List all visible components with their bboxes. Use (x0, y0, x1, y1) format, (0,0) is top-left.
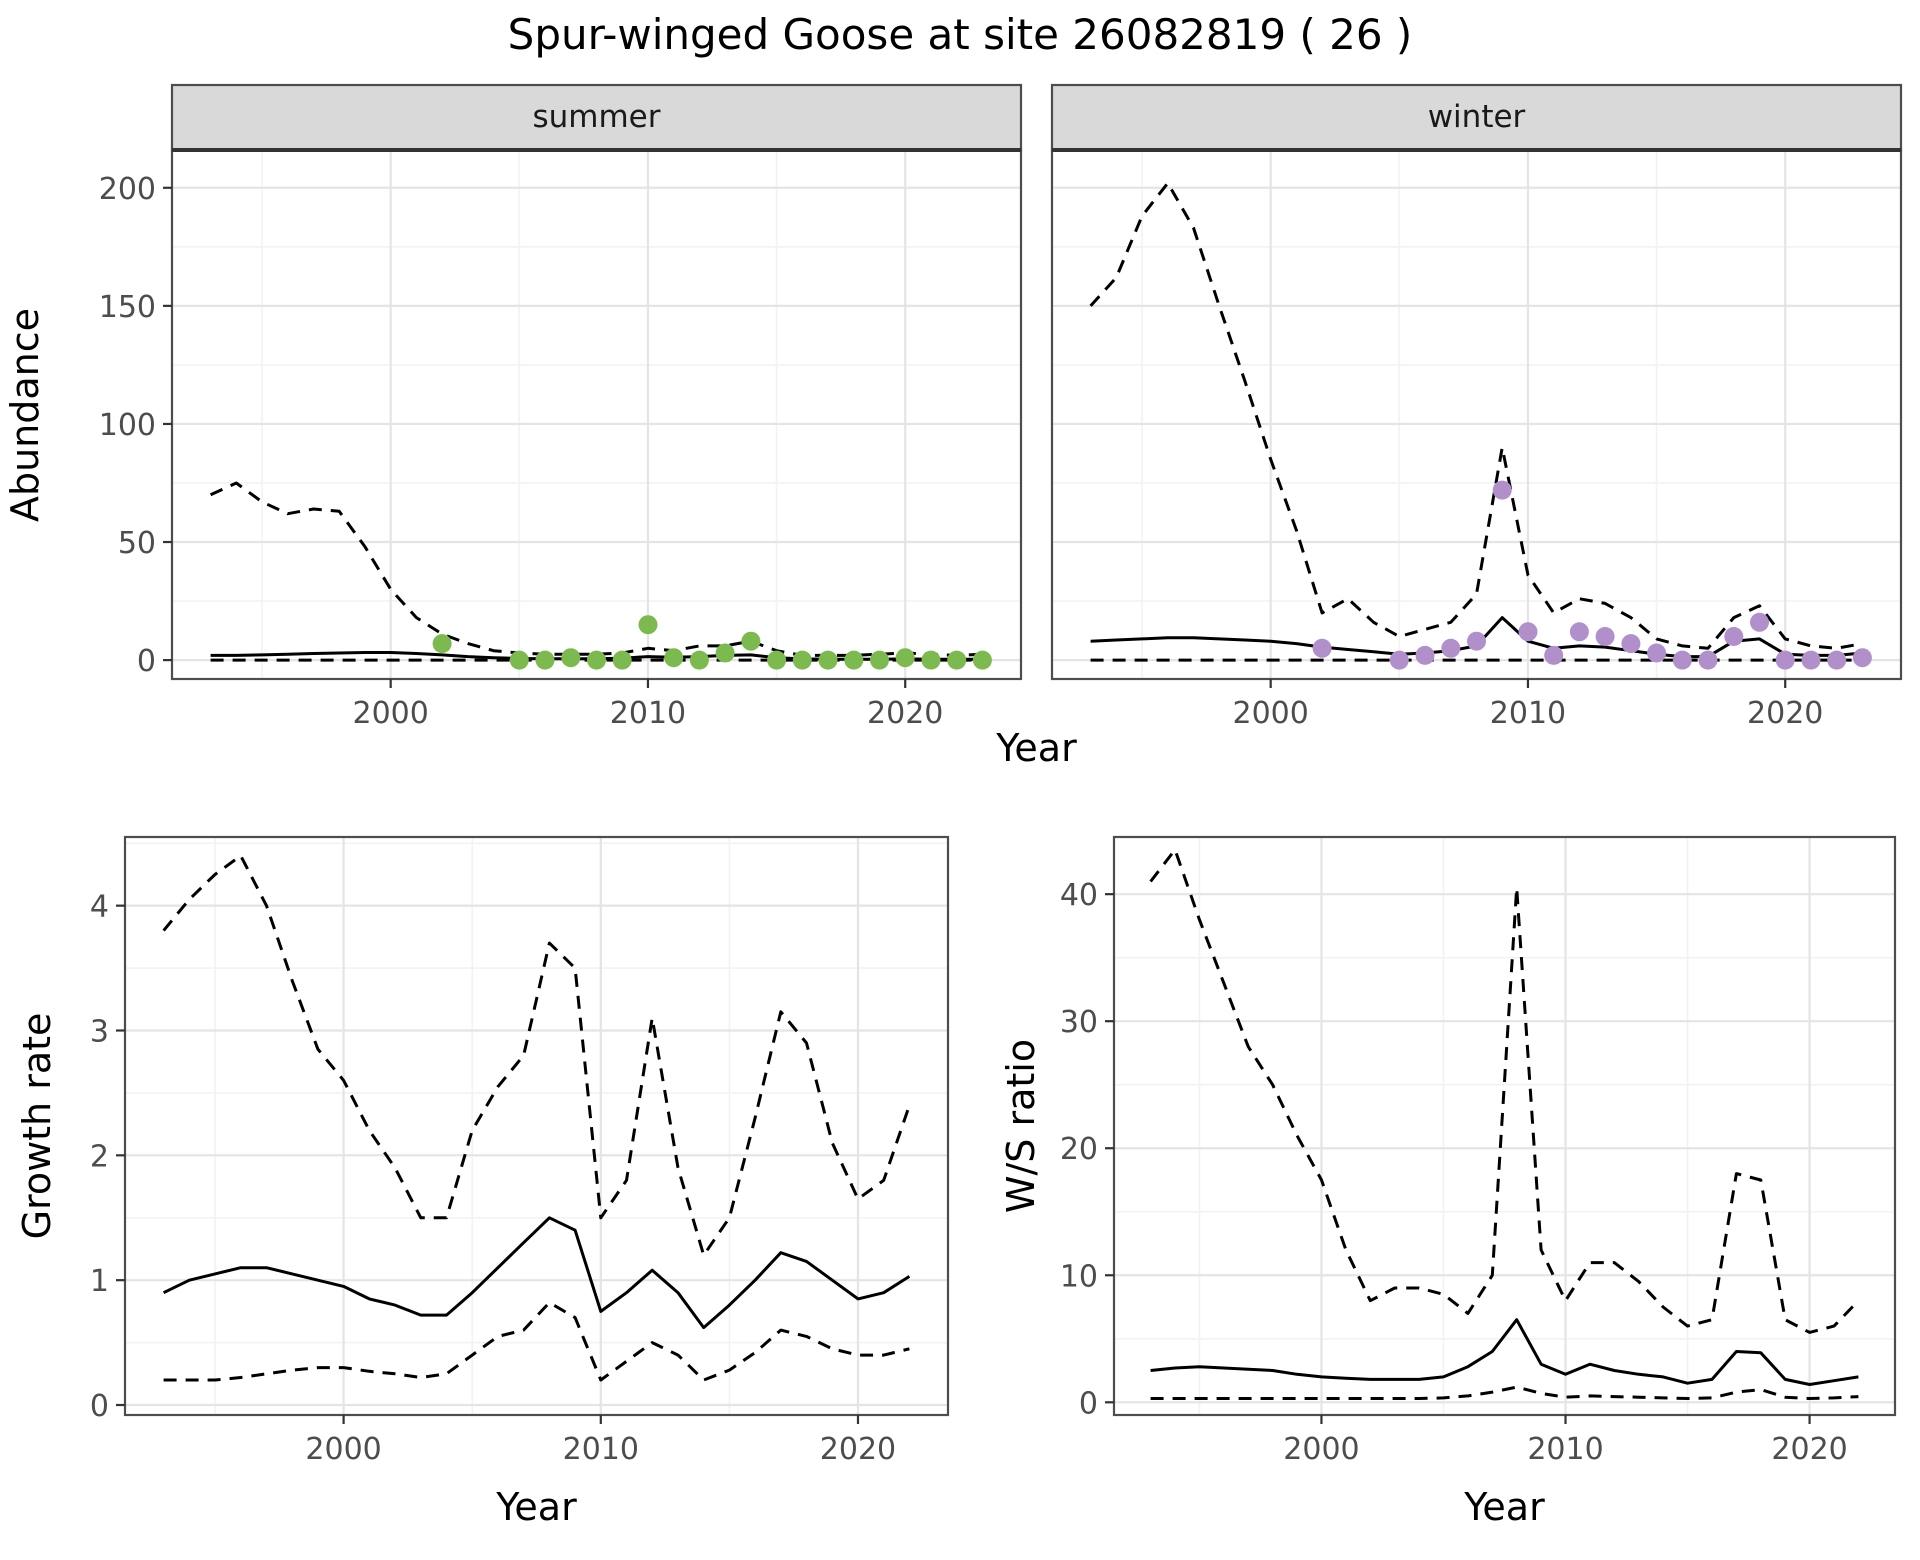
facet-label-summer: summer (532, 99, 661, 135)
svg-text:2000: 2000 (353, 696, 429, 731)
svg-text:3: 3 (90, 1014, 109, 1049)
svg-text:2020: 2020 (1771, 1432, 1847, 1467)
figure-title: Spur-winged Goose at site 26082819 ( 26 … (507, 10, 1413, 59)
growth-rate-x-axis-title: Year (496, 1485, 577, 1529)
svg-text:0: 0 (137, 644, 156, 679)
svg-text:2000: 2000 (1233, 696, 1309, 731)
svg-text:2000: 2000 (305, 1432, 381, 1467)
svg-text:50: 50 (118, 526, 156, 561)
svg-text:1: 1 (90, 1264, 109, 1299)
svg-text:2000: 2000 (1283, 1432, 1359, 1467)
svg-text:40: 40 (1060, 878, 1098, 913)
svg-text:2010: 2010 (563, 1432, 639, 1467)
svg-text:20: 20 (1060, 1132, 1098, 1167)
svg-text:2020: 2020 (820, 1432, 896, 1467)
svg-text:2020: 2020 (867, 696, 943, 731)
svg-text:200: 200 (99, 172, 156, 207)
svg-text:0: 0 (90, 1389, 109, 1424)
abundance-x-axis-title: Year (996, 726, 1077, 770)
svg-text:10: 10 (1060, 1259, 1098, 1294)
ws-ratio-x-axis-title: Year (1464, 1485, 1545, 1529)
lower-charts: 2000 2010 2020 0 1 2 3 4 2000 2010 2020 0 10 20 30 40 (90, 835, 1897, 1467)
svg-text:2010: 2010 (610, 696, 686, 731)
facet-label-winter: winter (1427, 99, 1526, 135)
svg-text:0: 0 (1079, 1386, 1098, 1421)
svg-text:4: 4 (90, 890, 109, 925)
svg-text:2020: 2020 (1747, 696, 1823, 731)
abundance-facet-chart: 2000 2010 2020 0 50 100 150 200 2000 2010 2020 (99, 83, 1903, 731)
svg-text:30: 30 (1060, 1005, 1098, 1040)
svg-text:150: 150 (99, 290, 156, 325)
svg-text:2010: 2010 (1490, 696, 1566, 731)
svg-text:2: 2 (90, 1139, 109, 1174)
svg-text:100: 100 (99, 408, 156, 443)
svg-text:2010: 2010 (1527, 1432, 1603, 1467)
